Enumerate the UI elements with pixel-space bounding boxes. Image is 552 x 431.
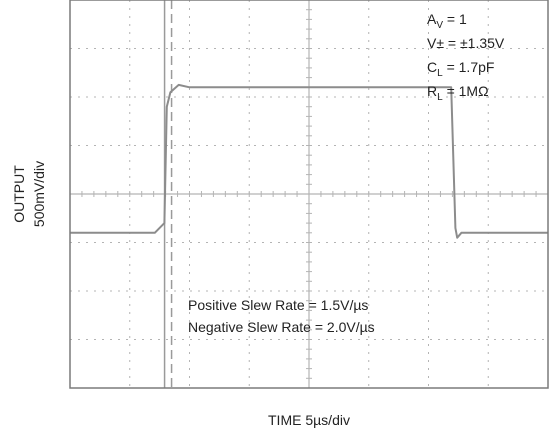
plot-frame — [69, 0, 549, 389]
rl-annotation: RL = 1MΩ — [427, 83, 489, 103]
annotation-block: AV = 1 V± = ±1.35V CL = 1.7pF RL = 1MΩ — [427, 11, 505, 103]
output-waveform-trace — [70, 83, 548, 239]
negative-slew-annotation: Negative Slew Rate = 2.0V/µs — [188, 319, 375, 335]
y-axis-label-line1: OUTPUT — [11, 165, 27, 223]
y-axis-label-line2: 500mV/div — [31, 161, 47, 227]
trace-layer — [70, 83, 548, 239]
x-axis-label: TIME 5µs/div — [268, 412, 350, 428]
cl-annotation: CL = 1.7pF — [427, 59, 494, 79]
positive-slew-annotation: Positive Slew Rate = 1.5V/µs — [188, 297, 368, 313]
supply-annotation: V± = ±1.35V — [427, 35, 505, 51]
av-annotation: AV = 1 — [427, 11, 467, 31]
